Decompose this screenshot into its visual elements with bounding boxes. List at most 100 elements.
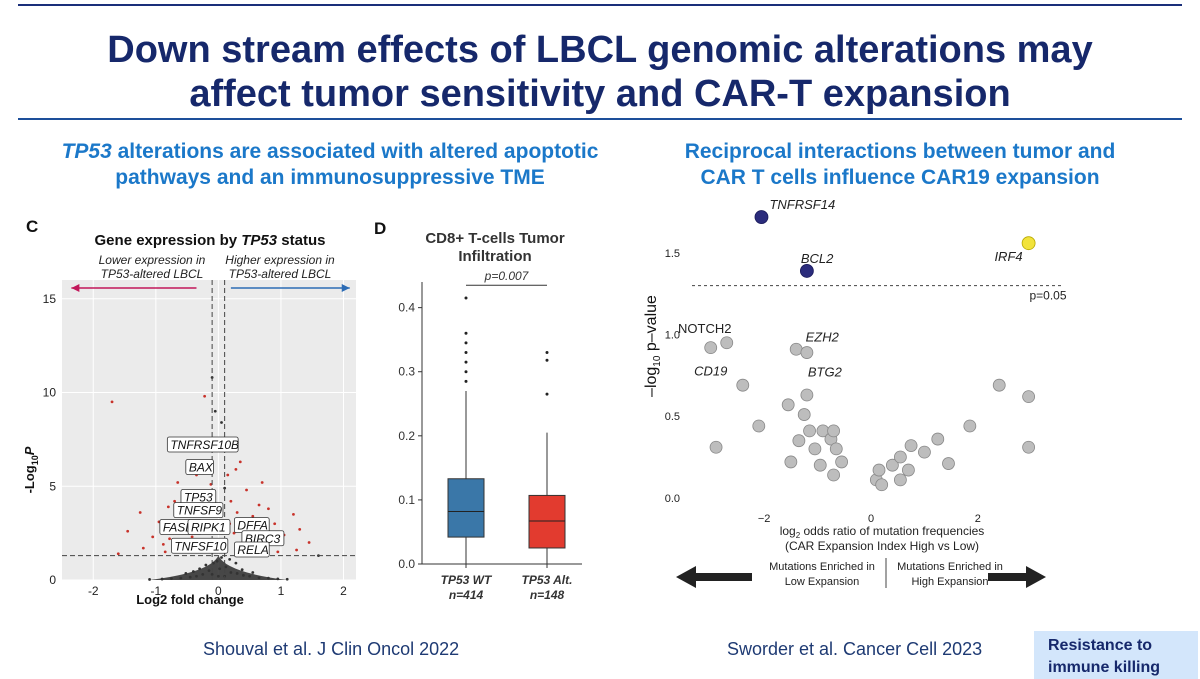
volcano-point <box>229 499 233 503</box>
volcano-chart: C Gene expression by TP53 status Lower e… <box>22 217 356 607</box>
gene-point-label: CD19 <box>694 364 727 379</box>
volcano-xtick-label: 0 <box>215 584 222 598</box>
gene-point <box>901 463 915 477</box>
gene-label: TNFSF9 <box>177 504 223 518</box>
volcano-point <box>238 460 242 464</box>
box-iqr <box>447 478 485 538</box>
top-rule <box>18 4 1182 6</box>
gene-point <box>893 473 907 487</box>
volcano-point <box>201 572 205 576</box>
title-divider <box>18 118 1182 120</box>
volcano-point <box>251 514 255 518</box>
volcano-xtick-label: 2 <box>340 584 347 598</box>
highlighted-gene-label: TNFRSF14 <box>769 197 835 212</box>
gene-point <box>803 424 816 438</box>
gene-label-box <box>233 541 270 558</box>
resistance-callout: Resistance to immune killing <box>1034 631 1198 679</box>
gene-point <box>835 455 849 469</box>
scatter-ytick-label: 1.5 <box>665 248 680 260</box>
right-direction-arrowhead <box>341 284 350 292</box>
volcano-point <box>226 473 230 477</box>
volcano-point <box>218 567 222 571</box>
box-outlier <box>464 331 468 335</box>
highlighted-gene-point <box>754 210 769 224</box>
scatter-ylabel-sub: 10 <box>652 355 663 367</box>
scatter-ytick-label: 0.5 <box>665 411 680 423</box>
volcano-title-suffix: status <box>277 232 325 249</box>
volcano-point <box>173 499 176 503</box>
volcano-point <box>148 578 151 581</box>
volcano-point <box>298 527 302 531</box>
volcano-xtick-label: -1 <box>150 584 161 598</box>
slide-title-line1: Down stream effects of LBCL genomic alte… <box>107 29 1093 71</box>
threshold-label: p=0.05 <box>1029 289 1066 303</box>
volcano-point <box>285 577 289 581</box>
gene-point <box>1022 390 1036 404</box>
gene-point <box>885 458 899 472</box>
gene-point <box>875 478 889 492</box>
gene-point <box>752 419 766 433</box>
volcano-point <box>209 482 213 486</box>
volcano-ylabel-main: -Log <box>22 465 37 493</box>
scatter-xtick-label: 0 <box>868 513 874 525</box>
volcano-point <box>188 575 192 579</box>
volcano-ytick-label: 10 <box>43 386 57 400</box>
volcano-point <box>276 550 280 554</box>
volcano-point <box>179 576 183 580</box>
volcano-point <box>213 409 217 413</box>
boxplot-title-1: CD8+ T-cells Tumor <box>425 230 565 247</box>
volcano-point <box>110 400 114 404</box>
gene-point <box>781 398 795 412</box>
volcano-ylabel-sub: 10 <box>30 455 40 465</box>
volcano-point <box>160 577 164 581</box>
right-arrow-label-2: TP53-altered LBCL <box>229 267 332 281</box>
box-outlier <box>545 392 549 396</box>
gene-label-box <box>166 436 239 453</box>
volcano-plot-area: -2 -1 0 1 2051015TNFRSF10BBAXTP53TNFSF9FASLG… <box>43 280 356 598</box>
left-arrow-icon <box>676 566 752 588</box>
volcano-point <box>204 563 208 567</box>
volcano-panel-bg <box>62 280 356 580</box>
gene-label: TNFSF10 <box>174 539 226 553</box>
volcano-point <box>168 537 171 541</box>
box-outlier <box>464 360 468 364</box>
volcano-point <box>260 481 264 484</box>
scatter-xlabel-1: log2 odds ratio of mutation frequencies <box>780 524 985 540</box>
volcano-point <box>242 573 245 577</box>
high-expansion-label-1: Mutations Enriched in <box>897 561 1003 573</box>
volcano-point <box>257 503 261 507</box>
volcano-xtick-label: -2 <box>88 584 99 598</box>
volcano-ylabel: -Log10P <box>22 446 40 493</box>
box-outlier <box>464 379 468 383</box>
boxplot-ytick-label: 0.1 <box>398 493 415 507</box>
scatter-ytick-label: 1.0 <box>665 330 680 342</box>
gene-point <box>827 424 841 438</box>
volcano-xtick-label: 1 <box>278 584 285 598</box>
volcano-title: Gene expression by TP53 status <box>95 232 326 249</box>
gene-point <box>992 378 1006 392</box>
boxplot-group-n: n=414 <box>449 588 484 602</box>
gene-label: BAX <box>189 461 214 475</box>
low-expansion-label-2: Low Expansion <box>785 576 860 588</box>
gene-point <box>784 455 798 469</box>
gene-point <box>827 468 841 482</box>
gene-point <box>797 408 811 421</box>
gene-point <box>904 439 918 453</box>
gene-point-labeled <box>789 342 803 356</box>
panel-c-letter: C <box>26 217 38 236</box>
gene-point <box>963 419 977 433</box>
volcano-point <box>190 535 194 539</box>
significance-pvalue: p=0.007 <box>484 269 530 283</box>
box-outlier <box>464 296 468 300</box>
left-arrow-label-2: TP53-altered LBCL <box>101 267 204 281</box>
gene-label-box <box>185 459 214 475</box>
gene-point <box>918 445 931 459</box>
gene-label: TP53 <box>184 491 213 505</box>
volcano-point <box>211 561 215 565</box>
gene-point <box>872 463 886 477</box>
gene-point-labeled <box>800 346 814 359</box>
boxplot-group-n: n=148 <box>530 588 565 602</box>
volcano-point <box>235 511 239 514</box>
volcano-ytick-label: 0 <box>49 573 56 587</box>
scatter-xlabel-sub: 2 <box>796 531 801 540</box>
